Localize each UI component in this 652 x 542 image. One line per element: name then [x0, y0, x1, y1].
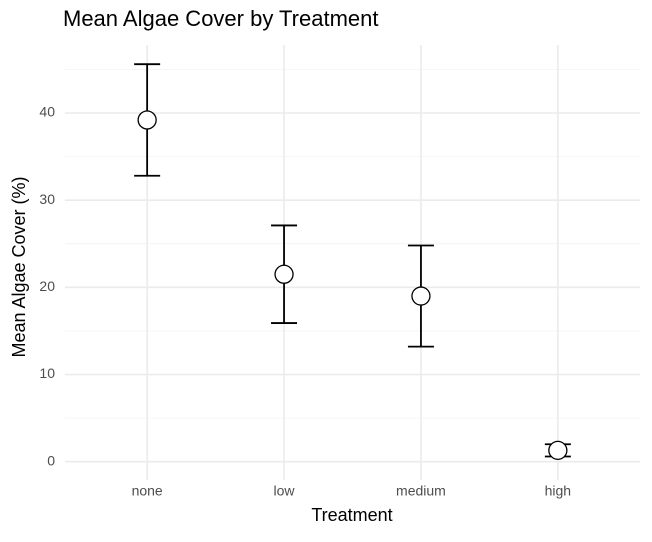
x-tick-label: low: [274, 483, 296, 499]
x-tick-label: high: [545, 483, 571, 499]
point: [548, 440, 568, 461]
point: [274, 264, 294, 284]
y-tick-label: 30: [39, 191, 55, 207]
y-tick-label: 10: [39, 365, 55, 381]
y-tick-label: 20: [39, 278, 55, 294]
x-axis-title: Treatment: [311, 505, 392, 525]
x-tick-label: medium: [396, 483, 446, 499]
point: [137, 110, 157, 130]
point: [411, 286, 431, 306]
y-axis-title: Mean Algae Cover (%): [9, 176, 29, 357]
y-tick-label: 0: [47, 452, 55, 468]
y-tick-label: 40: [39, 104, 55, 120]
x-tick-label: none: [132, 483, 163, 499]
chart-title: Mean Algae Cover by Treatment: [63, 6, 379, 31]
